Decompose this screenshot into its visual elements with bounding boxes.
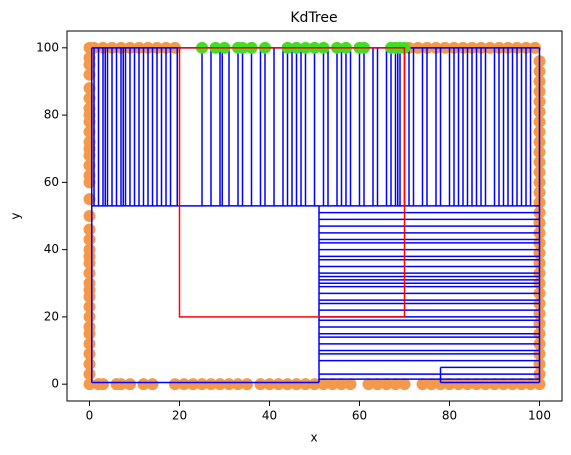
point bbox=[425, 378, 438, 391]
point bbox=[398, 378, 411, 391]
y-axis-label: y bbox=[9, 212, 23, 219]
x-tick-label: 60 bbox=[352, 409, 367, 423]
point bbox=[187, 378, 199, 391]
point bbox=[461, 378, 474, 391]
point bbox=[317, 378, 330, 391]
point bbox=[232, 378, 244, 391]
point bbox=[83, 223, 96, 236]
plot-frame bbox=[66, 30, 563, 402]
y-tick-label: 0 bbox=[51, 377, 59, 391]
y-tick-label: 80 bbox=[44, 108, 59, 122]
point bbox=[344, 378, 357, 391]
point bbox=[263, 378, 276, 391]
point bbox=[335, 378, 348, 391]
point bbox=[380, 378, 393, 391]
x-axis-label: x bbox=[310, 431, 317, 445]
x-tick-label: 20 bbox=[172, 409, 187, 423]
x-tick-label: 40 bbox=[262, 409, 277, 423]
point bbox=[290, 378, 303, 391]
point bbox=[272, 378, 285, 391]
point bbox=[524, 378, 537, 391]
y-tick-label: 40 bbox=[44, 242, 59, 256]
query-range bbox=[178, 47, 406, 318]
point bbox=[205, 378, 217, 391]
point bbox=[97, 378, 109, 391]
point bbox=[326, 378, 339, 391]
point bbox=[146, 378, 159, 391]
x-tick-label: 0 bbox=[86, 409, 94, 423]
point bbox=[281, 378, 294, 391]
point bbox=[241, 378, 253, 391]
point bbox=[452, 378, 465, 391]
point bbox=[178, 378, 190, 391]
point bbox=[83, 210, 96, 222]
point bbox=[308, 378, 321, 391]
point bbox=[470, 378, 483, 391]
point bbox=[434, 378, 447, 391]
x-tick-label: 100 bbox=[528, 409, 551, 423]
point bbox=[389, 378, 402, 391]
point bbox=[515, 378, 528, 391]
y-tick-label: 100 bbox=[36, 40, 59, 54]
point bbox=[214, 378, 226, 391]
point bbox=[124, 378, 136, 391]
point bbox=[223, 378, 235, 391]
x-tick-label: 80 bbox=[442, 409, 457, 423]
y-tick-label: 20 bbox=[44, 309, 59, 323]
point bbox=[533, 378, 546, 391]
point bbox=[169, 378, 181, 391]
point bbox=[254, 378, 267, 391]
point bbox=[115, 378, 127, 391]
point bbox=[506, 378, 519, 391]
point bbox=[479, 378, 492, 391]
point bbox=[497, 378, 510, 391]
point bbox=[362, 378, 375, 391]
point bbox=[196, 378, 208, 391]
point bbox=[137, 378, 150, 391]
point bbox=[416, 378, 429, 391]
point bbox=[299, 378, 312, 391]
chart-title: KdTree bbox=[290, 10, 337, 26]
point bbox=[443, 378, 456, 391]
y-tick-label: 60 bbox=[44, 175, 59, 189]
point bbox=[488, 378, 501, 391]
point bbox=[371, 378, 384, 391]
